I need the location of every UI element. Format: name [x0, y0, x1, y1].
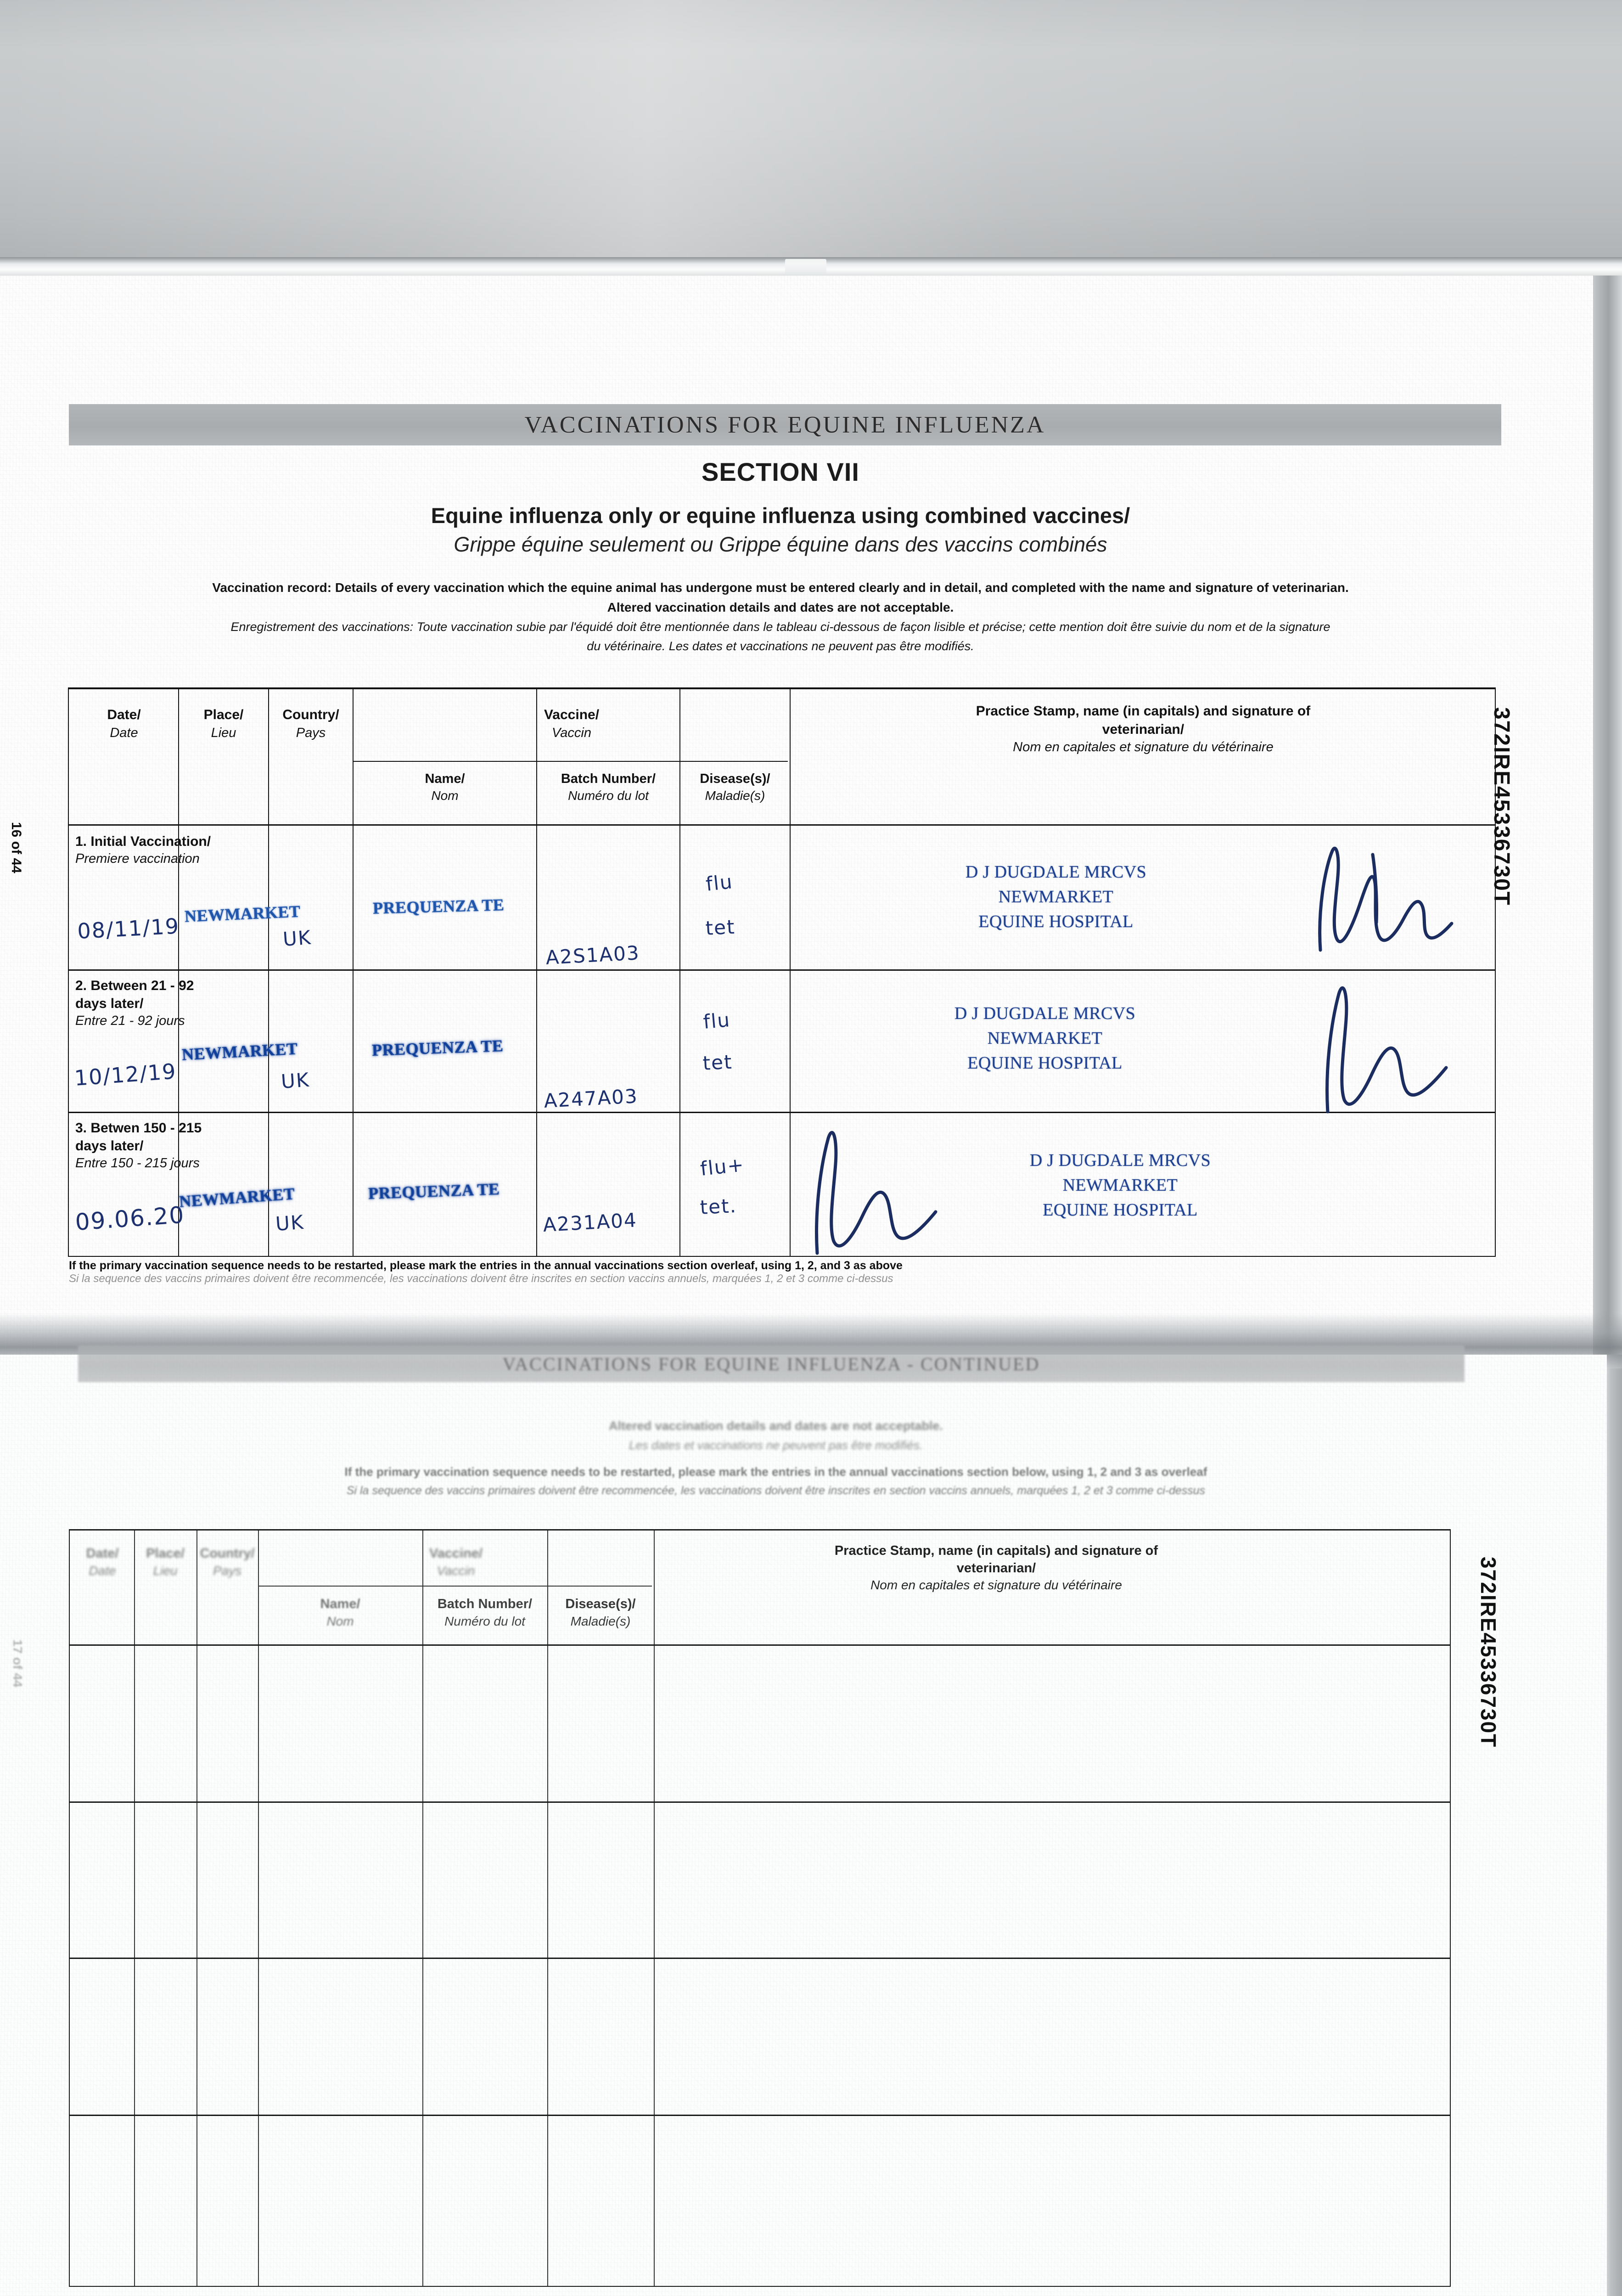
col2-divider-batch-disease [547, 1531, 548, 2286]
instruction-en-line2: Altered vaccination details and dates ar… [607, 600, 954, 614]
col2-divider-place-country [196, 1531, 197, 2286]
header-vaccine: Vaccine/ Vaccin [544, 707, 600, 740]
row3-place-stamp: NEWMARKET [178, 1184, 296, 1211]
passport-id-bottom: 372IRE45336730T [1476, 1557, 1500, 1748]
header-place: Place/ Lieu [203, 707, 244, 740]
row3-disease-line2: tet. [699, 1194, 738, 1219]
row1-vaccine-name-stamp: PREQUENZA TE [372, 895, 505, 917]
table2-header-date: Date/ Date [86, 1546, 119, 1578]
row1-place-stamp: NEWMARKET [184, 902, 301, 926]
section-banner: VACCINATIONS FOR EQUINE INFLUENZA [69, 404, 1501, 445]
table2-header-country: Country/ Pays [200, 1546, 255, 1578]
header-vaccine-name: Name/ Nom [425, 771, 465, 803]
col-divider-name-batch [536, 689, 537, 1256]
row-label-3: 3. Betwen 150 - 215 days later/ Entre 15… [75, 1120, 202, 1171]
header-body-divider [69, 824, 1495, 826]
page-title: SECTION VII [702, 457, 859, 486]
row3-vet-stamp: D J DUGDALE MRCVS NEWMARKET EQUINE HOSPI… [1029, 1151, 1211, 1220]
row1-country-handwritten: UK [282, 926, 313, 951]
table2-header-vet-stamp: Practice Stamp, name (in capitals) and s… [834, 1543, 1158, 1593]
row3-signature [799, 1123, 950, 1256]
passport-id-top: 372IRE45336730T [1489, 707, 1514, 906]
table2-header-vaccine-name: Name/ Nom [320, 1597, 360, 1628]
header-diseases: Disease(s)/ Maladie(s) [700, 771, 770, 803]
lid-sheen [0, 0, 1622, 276]
vaccination-table-continued: Date/ Date Place/ Lieu Country/ Pays Vac… [69, 1529, 1451, 2287]
row2-date-handwritten: 10/12/19 [73, 1058, 178, 1091]
table2-vaccine-subheader-divider [258, 1586, 652, 1587]
col2-divider-date-place [134, 1531, 135, 2286]
table2-header-vaccine: Vaccine/ Vaccin [429, 1546, 483, 1578]
subtitle-french: Grippe équine seulement ou Grippe équine… [454, 533, 1107, 556]
table2-header-batch-number: Batch Number/ Numéro du lot [437, 1597, 533, 1628]
row1-disease-line1: flu [704, 870, 734, 895]
banner-title: VACCINATIONS FOR EQUINE INFLUENZA [524, 411, 1046, 438]
subtitle-english: Equine influenza only or equine influenz… [431, 503, 1130, 528]
col2-divider-name-batch [422, 1531, 423, 2286]
header-vet-stamp: Practice Stamp, name (in capitals) and s… [976, 703, 1311, 755]
table2-row3-divider [70, 2115, 1450, 2116]
row2-country-handwritten: UK [280, 1068, 311, 1093]
vaccine-subheader-divider [353, 761, 788, 762]
row1-row2-divider [69, 969, 1495, 971]
footnote: If the primary vaccination sequence need… [69, 1259, 903, 1285]
col2-divider-disease-vet [654, 1531, 655, 2286]
row2-batch-handwritten: A247A03 [543, 1085, 639, 1112]
row3-disease-line1: flu+ [699, 1153, 746, 1180]
section-banner-continued: VACCINATIONS FOR EQUINE INFLUENZA - CONT… [78, 1345, 1465, 1382]
col-divider-place-country [268, 689, 269, 1256]
col-divider-country-vaccine [353, 689, 354, 1256]
instruction-fr-line2: du vétérinaire. Les dates et vaccination… [587, 639, 974, 653]
continued-note-en: If the primary vaccination sequence need… [344, 1465, 1207, 1479]
row3-date-handwritten: 09.06.20 [74, 1201, 186, 1236]
banner-title-continued: VACCINATIONS FOR EQUINE INFLUENZA - CONT… [502, 1353, 1040, 1374]
col-divider-disease-vet [790, 689, 791, 1256]
instruction-fr-line1: Enregistrement des vaccinations: Toute v… [230, 620, 1330, 634]
continued-intro-fr: Les dates et vaccinations ne peuvent pas… [629, 1438, 923, 1452]
row1-batch-handwritten: A2S1A03 [545, 941, 640, 969]
col-divider-date-place [178, 689, 179, 1256]
row2-signature [1308, 978, 1455, 1115]
header-date: Date/ Date [107, 707, 141, 740]
row3-batch-handwritten: A231A04 [542, 1209, 638, 1236]
header-batch-number: Batch Number/ Numéro du lot [561, 771, 656, 803]
col-divider-batch-disease [679, 689, 680, 1256]
row3-vaccine-name-stamp: PREQUENZA TE [368, 1180, 500, 1203]
table2-row2-divider [70, 1958, 1450, 1959]
table2-header-place: Place/ Lieu [146, 1546, 185, 1578]
row2-vet-stamp: D J DUGDALE MRCVS NEWMARKET EQUINE HOSPI… [954, 1004, 1136, 1073]
row1-vet-stamp: D J DUGDALE MRCVS NEWMARKET EQUINE HOSPI… [965, 862, 1147, 931]
table2-header-body-divider [70, 1644, 1450, 1646]
continued-intro-en: Altered vaccination details and dates ar… [609, 1419, 943, 1433]
row-label-1: 1. Initial Vaccination/ Premiere vaccina… [75, 834, 211, 866]
row1-disease-line2: tet [705, 915, 736, 940]
col2-divider-country-vaccine [258, 1531, 259, 2286]
row2-disease-line2: tet [702, 1050, 733, 1075]
continued-note-fr: Si la sequence des vaccins primaires doi… [346, 1484, 1206, 1497]
table2-header-diseases: Disease(s)/ Maladie(s) [565, 1597, 636, 1628]
vaccination-table: Date/ Date Place/ Lieu Country/ Pays Vac… [68, 687, 1496, 1257]
header-country: Country/ Pays [282, 707, 339, 740]
page-number-bottom: 17 of 44 [11, 1639, 25, 1688]
row1-signature [1304, 841, 1455, 956]
row-label-2: 2. Between 21 - 92 days later/ Entre 21 … [75, 978, 194, 1028]
row3-country-handwritten: UK [275, 1210, 305, 1235]
row2-vaccine-name-stamp: PREQUENZA TE [371, 1036, 504, 1059]
row2-row3-divider [69, 1112, 1495, 1113]
scanner-lid [0, 0, 1622, 276]
instruction-en-line1: Vaccination record: Details of every vac… [212, 580, 1349, 595]
table2-row1-divider [70, 1801, 1450, 1803]
page-number-top: 16 of 44 [9, 822, 24, 873]
row2-place-stamp: NEWMARKET [181, 1039, 298, 1064]
row1-date-handwritten: 08/11/19 [77, 913, 180, 944]
row2-disease-line1: flu [702, 1008, 731, 1033]
